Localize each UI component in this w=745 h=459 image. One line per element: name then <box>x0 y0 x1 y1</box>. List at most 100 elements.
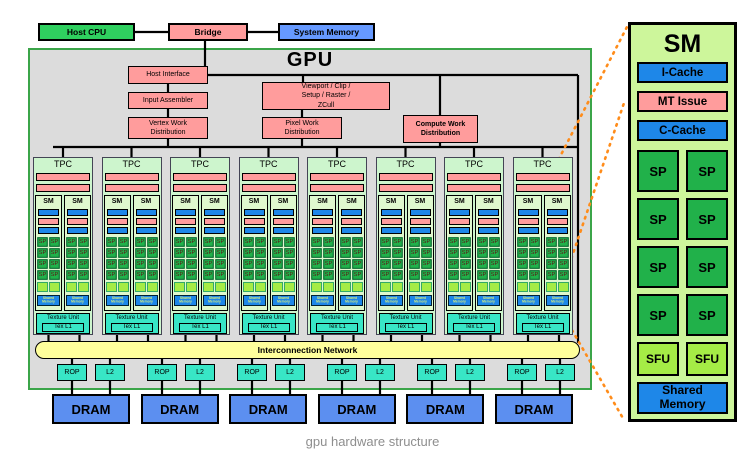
sp-box: SP <box>105 237 117 247</box>
l2-box: L2 <box>275 364 305 381</box>
sfu-box <box>203 282 214 292</box>
system-memory-box: System Memory <box>278 23 375 41</box>
sp-box: SP <box>283 237 295 247</box>
icache-bar <box>243 209 265 216</box>
sp-grid: SP SP SP SP SP SP SP SP <box>477 237 500 280</box>
sp-box: SP <box>391 237 403 247</box>
icache-bar <box>106 209 128 216</box>
icache-bar <box>517 209 539 216</box>
sp-box: SP <box>637 150 679 193</box>
magnifier-dashed-line <box>547 23 630 180</box>
texture-unit-label: Texture Unit <box>320 315 353 321</box>
sp-box: SP <box>477 237 488 247</box>
sm-block: SM SP SP SP SP SP SP SP SP Shared Memory <box>338 195 365 311</box>
sp-grid: SP SP SP SP SP SP SP SP <box>242 237 266 280</box>
sfu-box <box>78 282 89 292</box>
geometry-controller-bar <box>447 173 501 181</box>
sp-box: SP <box>557 259 569 269</box>
icache-bar <box>449 209 470 216</box>
sfu-box <box>448 282 459 292</box>
sm-label: SM <box>454 198 465 205</box>
sp-box: SP <box>66 248 77 258</box>
sp-box: SP <box>545 270 557 280</box>
sfu-row: SFU SFU <box>637 342 728 377</box>
sm-block: SM SP SP SP SP SP SP SP SP Shared Memory <box>240 195 268 311</box>
sp-box: SP <box>516 270 528 280</box>
geometry-controller-bar <box>104 173 159 181</box>
mt-issue-bar <box>272 218 294 225</box>
tex-l1-box: Tex L1 <box>316 323 358 332</box>
sfu-box <box>408 282 420 292</box>
sfu-row <box>134 282 158 292</box>
mt-issue-bar <box>312 218 333 225</box>
sp-box: SP <box>352 270 363 280</box>
sm-label: SM <box>209 198 220 205</box>
sp-box: SP <box>283 248 295 258</box>
sm-block: SM SP SP SP SP SP SP SP SP Shared Memory <box>132 195 160 311</box>
ccache-bar <box>546 227 568 234</box>
sp-box: SP <box>352 248 363 258</box>
sp-box: SP <box>686 150 728 193</box>
sp-box: SP <box>420 270 432 280</box>
sp-box: SP <box>528 259 540 269</box>
compute-work-distribution-box: Compute Work Distribution <box>403 115 478 143</box>
sfu-box <box>215 282 226 292</box>
shared-memory-label: Shared Memory <box>179 297 192 304</box>
sp-box: SP <box>379 237 391 247</box>
tex-l1-box: Tex L1 <box>247 323 290 332</box>
rop-box: ROP <box>417 364 447 381</box>
shared-memory-box: Shared Memory <box>477 295 500 306</box>
dram-box: DRAM <box>495 394 573 424</box>
mt-issue-bar <box>38 218 59 225</box>
shared-memory-box: Shared Memory <box>545 295 569 306</box>
sp-box: SP <box>477 259 488 269</box>
sp-grid: SP SP SP SP SP SP SP SP <box>311 237 334 280</box>
tpc-label: TPC <box>396 159 415 169</box>
mt-issue-bar <box>478 218 499 225</box>
sfu-row <box>311 282 334 292</box>
sp-box: SP <box>460 248 471 258</box>
sp-box: SP <box>460 270 471 280</box>
sm-block: SM SP SP SP SP SP SP SP SP Shared Memory <box>269 195 297 311</box>
sp-box: SP <box>174 237 185 247</box>
tpc-label: TPC <box>328 159 346 169</box>
smc-bar <box>378 184 433 192</box>
tpc-label: TPC <box>191 159 209 169</box>
sp-box: SP <box>489 248 500 258</box>
tex-l1-box: Tex L1 <box>42 323 84 332</box>
sfu-row <box>545 282 569 292</box>
sp-row: SP SP <box>637 246 728 289</box>
sp-box: SP <box>408 270 420 280</box>
sp-box: SP <box>379 259 391 269</box>
tpc-block: TPC SM SP SP SP SP SP SP SP SP Shared Memory SM SP SP… <box>444 157 504 335</box>
shared-memory-label: Shared Memory <box>482 297 495 304</box>
sp-box: SP <box>66 259 77 269</box>
sp-box: SP <box>186 259 197 269</box>
mt-issue-bar <box>517 218 539 225</box>
sfu-box <box>49 282 60 292</box>
sp-box: SP <box>311 270 322 280</box>
sfu-box <box>528 282 540 292</box>
pixel-work-distribution-box: Pixel Work Distribution <box>262 117 342 139</box>
sfu-row <box>271 282 295 292</box>
sp-box: SP <box>78 259 89 269</box>
icache-bar <box>380 209 402 216</box>
sm-block: SM SP SP SP SP SP SP SP SP Shared Memory <box>35 195 62 311</box>
sm-panel-title: SM <box>663 30 702 58</box>
texture-unit-label: Texture Unit <box>252 315 285 321</box>
sp-box: SP <box>117 259 129 269</box>
sp-box: SP <box>528 237 540 247</box>
sm-detail-panel: SM I-Cache MT Issue C-Cache SP SP SP SP … <box>628 22 737 422</box>
sfu-row <box>174 282 197 292</box>
mt-issue-box: MT Issue <box>637 91 728 113</box>
sp-box: SP <box>686 198 728 241</box>
sm-block: SM SP SP SP SP SP SP SP SP Shared Memory <box>309 195 336 311</box>
shared-memory-box: Shared Memory <box>203 295 226 306</box>
sp-box: SP <box>215 237 226 247</box>
sp-box: SP <box>203 259 214 269</box>
input-assembler-box: Input Assembler <box>128 92 208 109</box>
sp-box: SP <box>254 270 266 280</box>
shared-memory-label: Shared Memory <box>276 297 290 304</box>
sp-box: SP <box>637 198 679 241</box>
sm-block: SM SP SP SP SP SP SP SP SP Shared Memory <box>172 195 199 311</box>
